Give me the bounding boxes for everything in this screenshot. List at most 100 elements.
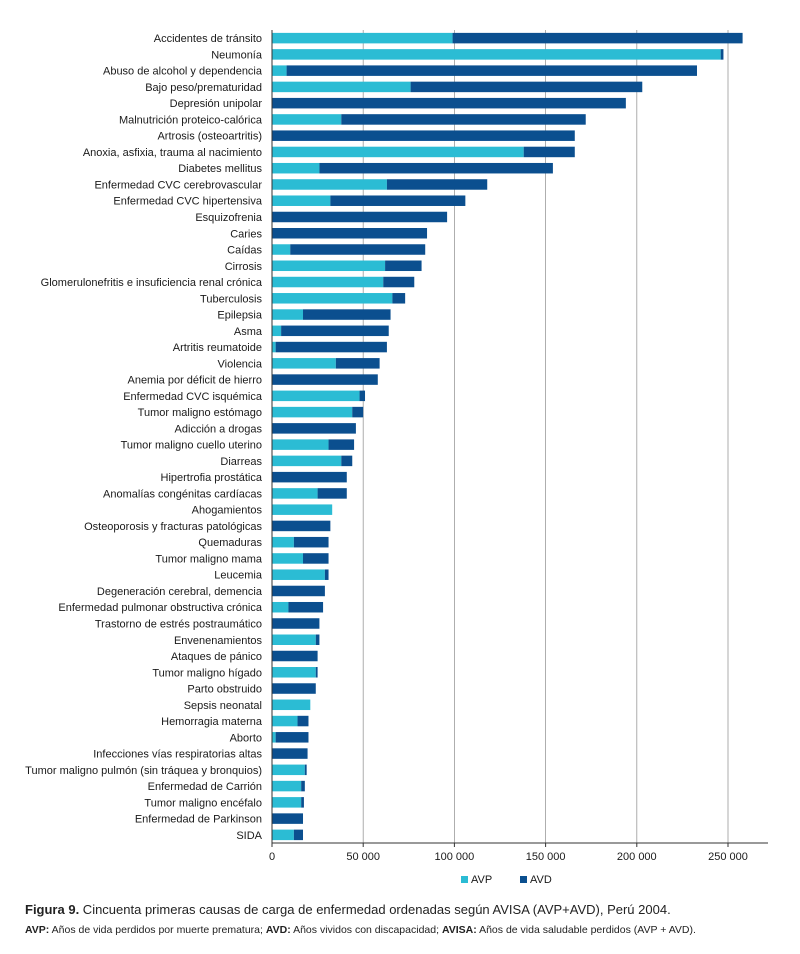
category-label-10: Enfermedad CVC hipertensiva [113, 196, 262, 208]
bar-avd-49 [293, 829, 304, 841]
bar-avd-19 [275, 341, 387, 353]
bar-avp-8 [272, 162, 320, 174]
bar-avd-12 [272, 228, 428, 239]
bar-chart: Accidentes de tránsito Neumonía Abuso de a… [25, 30, 768, 886]
bar-avp-49 [272, 829, 294, 841]
bar-avd-3 [410, 81, 643, 93]
bar-avd-35 [288, 601, 324, 613]
category-label-11: Esquizofrenia [195, 212, 263, 224]
bar-avp-26 [272, 455, 342, 467]
bar-avp-28 [272, 488, 318, 499]
bar-avp-10 [272, 195, 331, 206]
figure-caption: Figura 9. Cincuenta primeras causas de c… [25, 902, 795, 936]
category-label-19: Artritis reumatoide [173, 342, 262, 354]
bar-avp-19 [272, 341, 276, 353]
category-label-28: Anomalías congénitas cardíacas [103, 488, 262, 500]
bar-avd-40 [272, 683, 316, 694]
category-label-23: Tumor maligno estómago [138, 407, 262, 419]
bar-avd-5 [341, 114, 586, 125]
category-label-14: Cirrosis [225, 261, 263, 273]
category-label-15: Glomerulonefritis e insuficiencia renal … [41, 277, 263, 289]
bar-avd-34 [272, 585, 325, 597]
category-label-22: Enfermedad CVC isquémica [123, 391, 263, 403]
category-labels: Accidentes de tránsito Neumonía Abuso de a… [25, 33, 263, 842]
bar-avp-13 [272, 244, 291, 255]
bar-avd-33 [324, 569, 329, 580]
bar-avd-37 [315, 634, 320, 645]
category-label-36: Trastorno de estrés postraumático [95, 618, 262, 630]
bar-avp-14 [272, 260, 386, 272]
bar-avd-36 [272, 618, 320, 629]
bar-avp-16 [272, 293, 393, 304]
category-label-43: Aborto [230, 732, 262, 744]
bar-avp-7 [272, 146, 524, 158]
bar-avd-4 [272, 97, 626, 109]
bar-avd-31 [293, 536, 329, 548]
bar-avp-46 [272, 780, 302, 792]
caption-avd-desc: Años vividos con discapacidad; [290, 924, 442, 936]
category-label-41: Sepsis neonatal [184, 700, 262, 712]
bar-avp-15 [272, 276, 384, 288]
bar-avd-22 [359, 390, 366, 402]
bar-avp-23 [272, 406, 353, 418]
bar-avd-28 [317, 488, 347, 499]
bar-avd-25 [328, 439, 355, 450]
bar-avd-39 [315, 667, 318, 678]
bar-avd-1 [720, 49, 724, 60]
legend-label-avp: AVP [471, 874, 492, 886]
bar-avd-46 [301, 780, 305, 792]
category-label-12: Caries [230, 228, 262, 240]
legend-swatch-avd [520, 876, 527, 883]
bar-avd-13 [290, 244, 426, 255]
category-label-1: Neumonía [211, 49, 263, 61]
bar-avp-9 [272, 179, 387, 190]
caption-avp-abbr: AVP: [25, 924, 50, 936]
category-label-39: Tumor maligno hígado [152, 667, 262, 679]
bar-avp-32 [272, 553, 304, 564]
category-label-6: Artrosis (osteoartritis) [157, 131, 262, 143]
bar-avp-22 [272, 390, 360, 402]
caption-figure-label: Figura 9. [25, 902, 80, 917]
caption-figure-text: Cincuenta primeras causas de carga de en… [79, 902, 671, 917]
caption-avd-abbr: AVD: [265, 924, 291, 936]
bar-avp-31 [272, 536, 294, 548]
category-label-48: Enfermedad de Parkinson [135, 814, 262, 826]
bar-avd-45 [304, 764, 307, 776]
bar-avd-27 [272, 471, 347, 483]
caption-legend-notes: AVP: Años de vida perdidos por muerte pr… [25, 924, 795, 936]
bar-avd-42 [297, 715, 309, 727]
bar-avd-38 [272, 650, 318, 662]
bar-avd-43 [275, 732, 309, 743]
category-label-2: Abuso de alcohol y dependencia [103, 66, 263, 78]
bar-avp-29 [272, 504, 333, 515]
bar-avd-8 [319, 162, 553, 174]
bars [272, 32, 743, 841]
category-label-24: Adicción a drogas [175, 423, 263, 435]
bar-avd-16 [392, 293, 406, 304]
x-tick-label-3: 150 000 [526, 851, 566, 863]
category-label-40: Parto obstruido [187, 684, 262, 696]
category-label-30: Osteoporosis y fracturas patológicas [84, 521, 262, 533]
bar-avp-25 [272, 439, 329, 450]
category-label-38: Ataques de pánico [171, 651, 262, 663]
bar-avp-3 [272, 81, 411, 93]
bar-avd-30 [272, 520, 331, 532]
x-tick-label-5: 250 000 [708, 851, 748, 863]
bar-avd-17 [303, 309, 391, 320]
bar-avd-11 [272, 211, 448, 223]
bar-avp-17 [272, 309, 304, 320]
bar-avd-24 [272, 423, 356, 434]
bar-avp-35 [272, 601, 289, 613]
category-label-32: Tumor maligno mama [155, 553, 262, 565]
category-label-29: Ahogamientos [192, 505, 263, 517]
category-label-31: Quemaduras [198, 537, 262, 549]
category-label-42: Hemorragia materna [161, 716, 263, 728]
bar-avp-37 [272, 634, 316, 645]
bar-avd-26 [341, 455, 353, 467]
bar-avd-21 [272, 374, 378, 385]
bar-avp-1 [272, 49, 721, 60]
category-label-49: SIDA [236, 830, 262, 842]
caption-title: Figura 9. Cincuenta primeras causas de c… [25, 902, 795, 917]
category-label-34: Degeneración cerebral, demencia [97, 586, 263, 598]
category-label-7: Anoxia, asfixia, trauma al nacimiento [83, 147, 262, 159]
